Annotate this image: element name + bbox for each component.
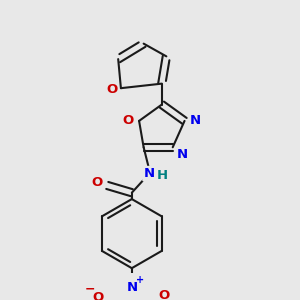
Text: N: N bbox=[190, 114, 201, 128]
Text: −: − bbox=[85, 283, 95, 296]
Text: +: + bbox=[136, 275, 144, 285]
Text: O: O bbox=[158, 289, 169, 300]
Text: N: N bbox=[176, 148, 188, 161]
Text: O: O bbox=[106, 83, 117, 97]
Text: N: N bbox=[143, 167, 155, 180]
Text: O: O bbox=[92, 176, 103, 189]
Text: O: O bbox=[93, 291, 104, 300]
Text: O: O bbox=[123, 114, 134, 128]
Text: H: H bbox=[157, 169, 168, 182]
Text: N: N bbox=[126, 281, 137, 294]
